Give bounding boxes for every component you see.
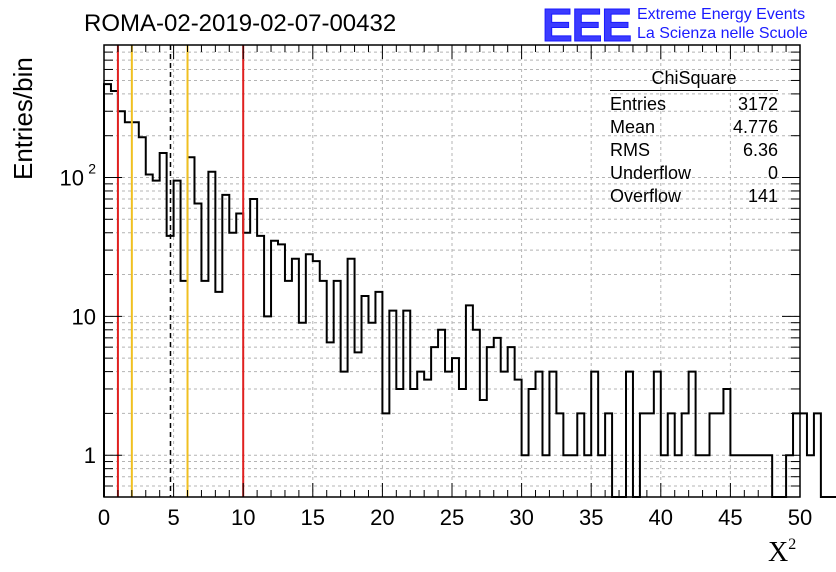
- stats-row: Entries 3172: [610, 93, 778, 116]
- x-tick-label: 0: [98, 505, 110, 530]
- stats-value: 4.776: [732, 117, 778, 137]
- x-tick-label: 10: [231, 505, 255, 530]
- y-tick-label-exp: 2: [88, 160, 96, 176]
- y-axis-label: Entries/bin: [8, 57, 38, 180]
- y-tick-label: 10: [60, 165, 84, 190]
- x-tick-label: 5: [167, 505, 179, 530]
- stats-row: Overflow 141: [610, 185, 778, 208]
- x-tick-label: 45: [718, 505, 742, 530]
- logo-line-1: Extreme Energy Events: [637, 6, 806, 23]
- x-axis-label-sup: 2: [788, 536, 797, 553]
- stats-label: Underflow: [610, 163, 692, 183]
- x-tick-label: 30: [509, 505, 533, 530]
- x-tick-label: 50: [788, 505, 812, 530]
- x-axis-label: X2: [768, 536, 796, 569]
- stats-value: 3172: [737, 94, 778, 114]
- stats-row: Underflow 0: [610, 162, 778, 185]
- stats-row: RMS 6.36: [610, 139, 778, 162]
- stats-value: 141: [747, 186, 778, 206]
- x-tick-label: 40: [649, 505, 673, 530]
- chart-title: ROMA-02-2019-02-07-00432: [84, 10, 397, 37]
- stats-row: Mean 4.776: [610, 116, 778, 139]
- stats-value: 6.36: [742, 140, 778, 160]
- logo-line-2: La Scienza nelle Scuole: [637, 25, 808, 42]
- stats-label: Overflow: [610, 186, 682, 206]
- stats-name: ChiSquare: [610, 68, 778, 91]
- y-axis-label-wrap: Entries/bin: [8, 57, 40, 190]
- x-tick-label: 25: [440, 505, 464, 530]
- stats-label: Entries: [610, 94, 667, 114]
- x-tick-label: 15: [301, 505, 325, 530]
- stats-label: RMS: [610, 140, 650, 160]
- stats-box: ChiSquare Entries 3172 Mean 4.776 RMS 6.36 …: [610, 68, 778, 208]
- logo-mark: EEE: [541, 0, 632, 52]
- x-tick-label: 20: [370, 505, 394, 530]
- y-tick-label: 1: [84, 443, 96, 468]
- stats-label: Mean: [610, 117, 656, 137]
- x-tick-label: 35: [579, 505, 603, 530]
- y-tick-label: 10: [72, 304, 96, 329]
- x-axis-label-text: X: [768, 537, 789, 568]
- stats-value: 0: [767, 163, 778, 183]
